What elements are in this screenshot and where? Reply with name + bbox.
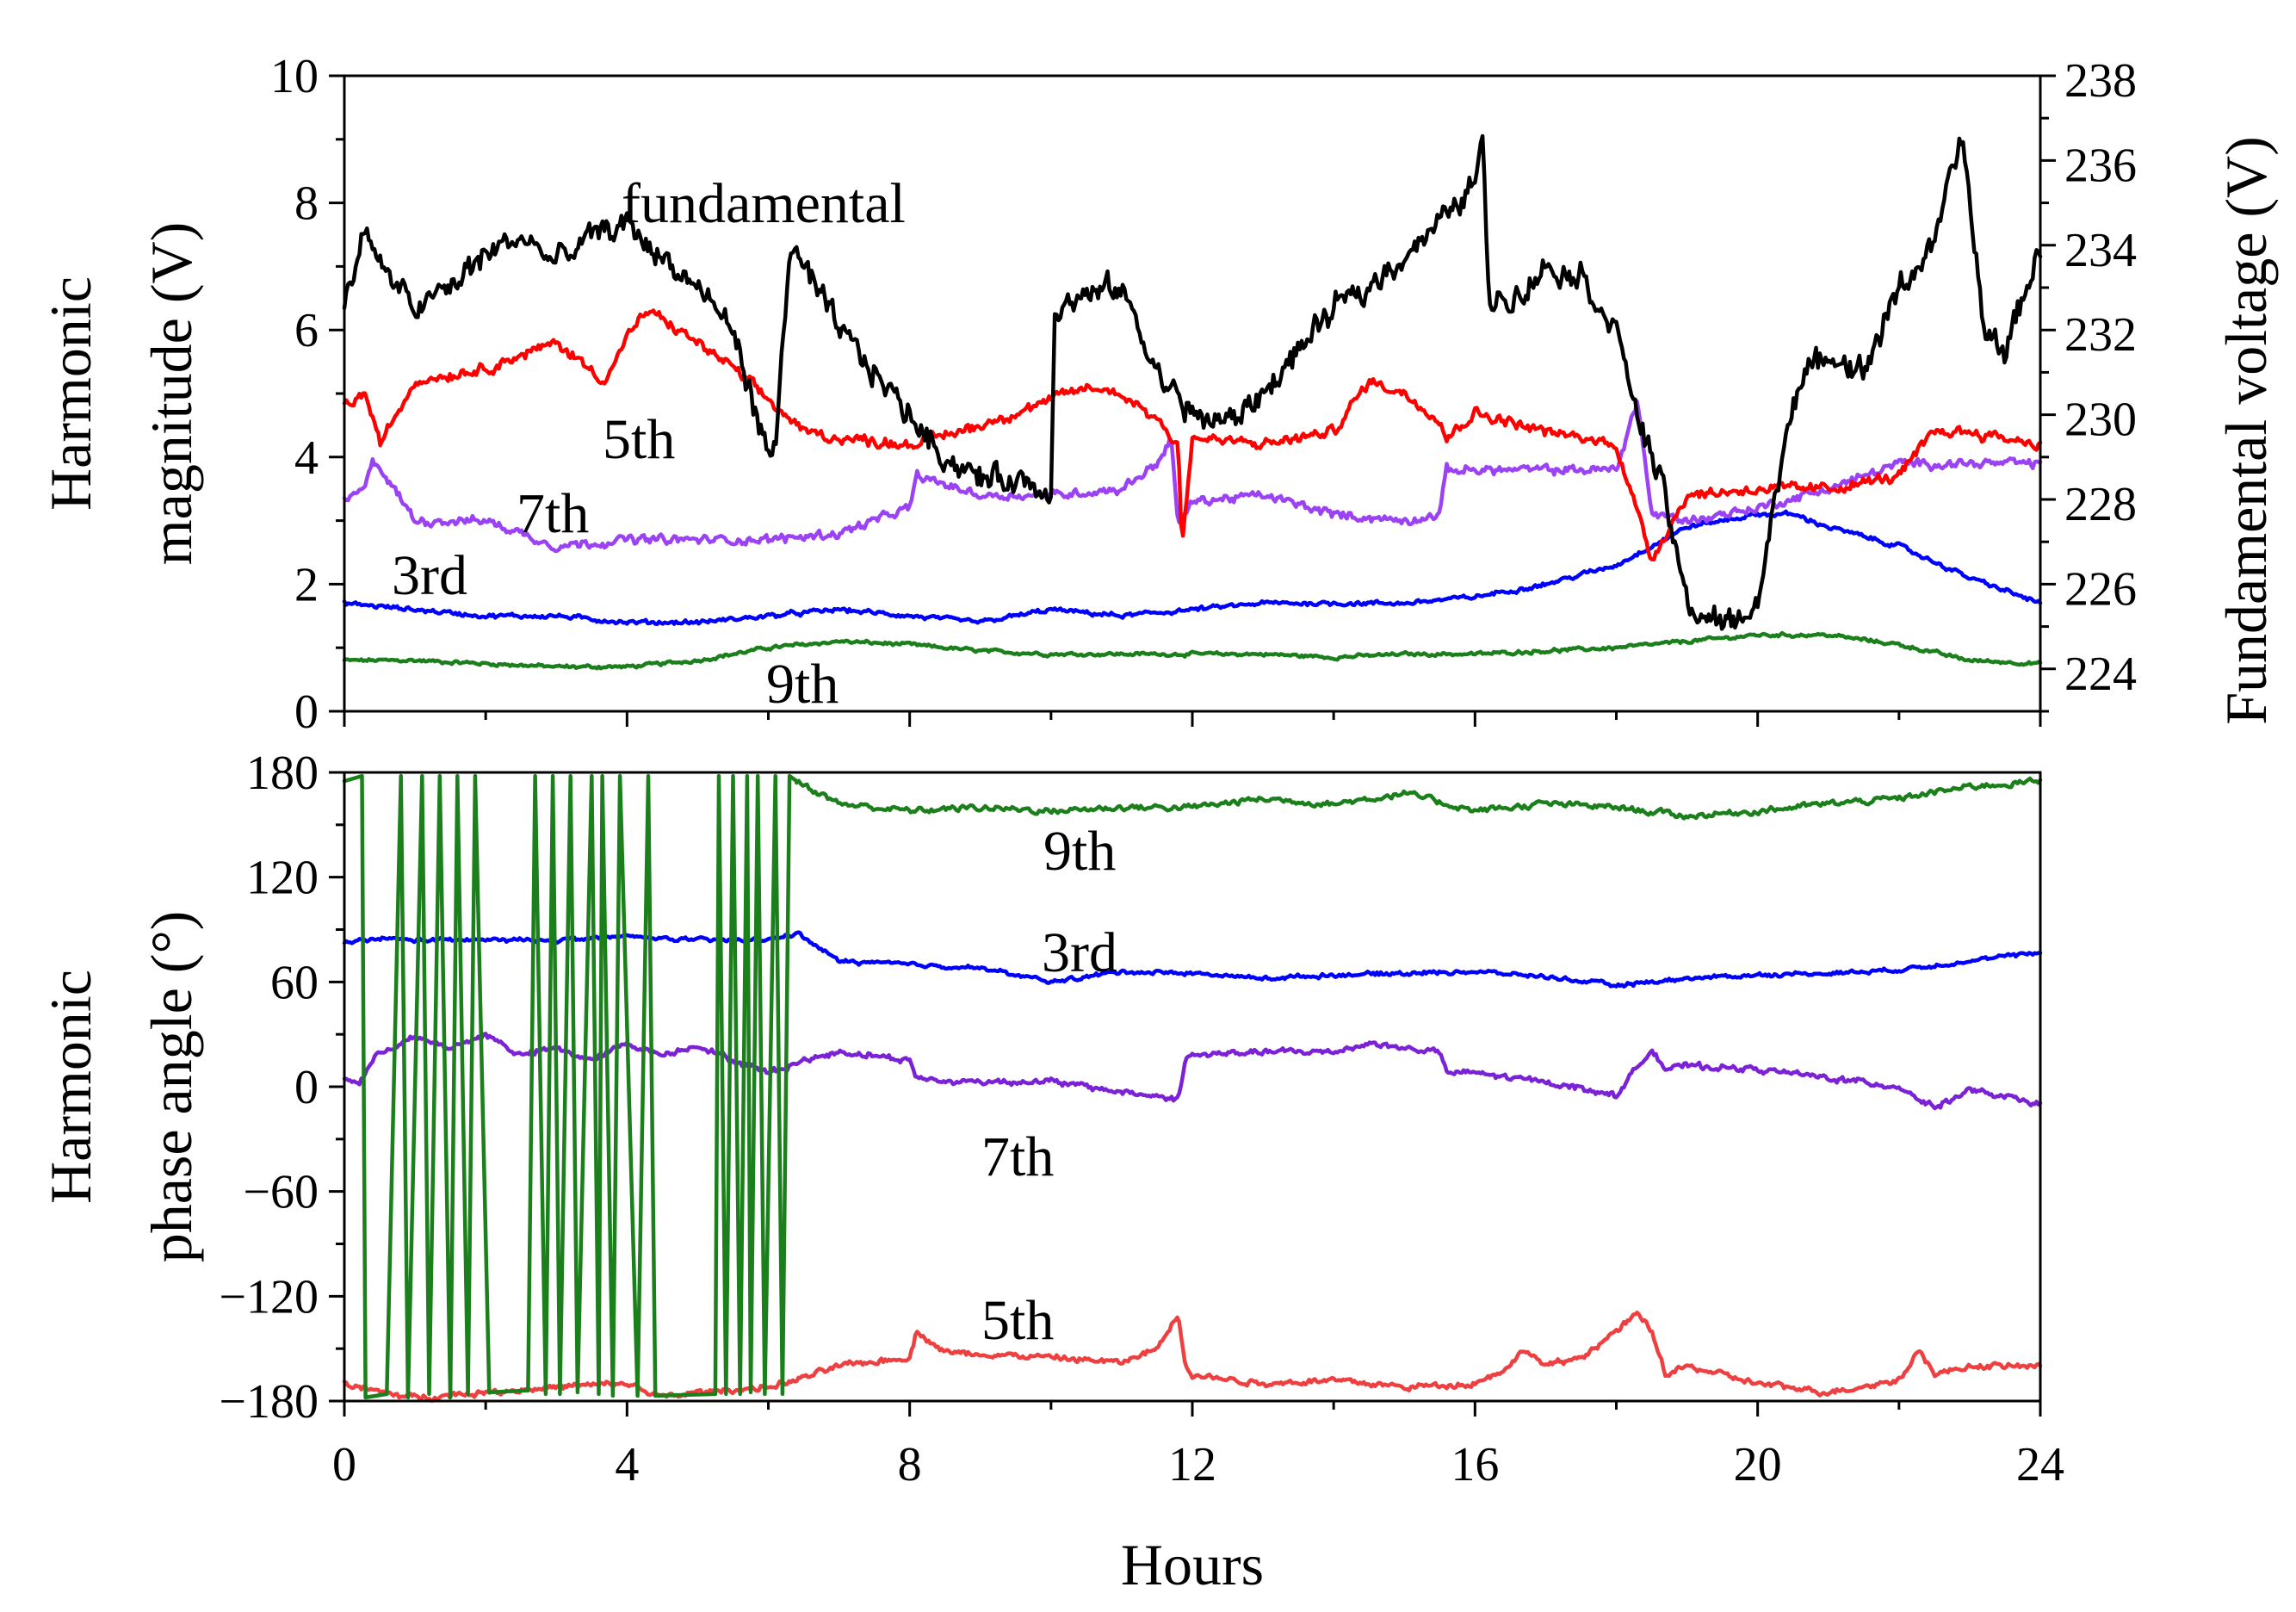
bottom-x-tick-label: 20 — [1734, 1438, 1782, 1491]
top-left-tick-label: 6 — [294, 304, 319, 357]
bottom-y-tick-label: −60 — [243, 1166, 319, 1219]
bottom-x-axis-ticks: 0 4 8 12 16 20 24 — [332, 1401, 2064, 1491]
bottom-x-axis-title: Hours — [1121, 1532, 1264, 1597]
top-left-axis-ticks: 0 2 4 6 8 10 — [270, 50, 344, 739]
top-right-tick-label: 230 — [2064, 394, 2137, 447]
bottom-panel: −180 −120 −60 0 60 120 180 0 4 8 12 16 20 24 Harmoni… — [38, 747, 2064, 1597]
bottom-panel-series — [342, 773, 2043, 1403]
top-right-tick-label: 232 — [2064, 308, 2137, 362]
bottom-x-tick-label: 0 — [332, 1438, 356, 1491]
top-x-axis-ticks — [343, 711, 2042, 727]
top-left-tick-label: 10 — [270, 50, 319, 103]
bottom-label-3rd: 3rd — [1042, 921, 1117, 984]
bottom-series-5th-line — [342, 1311, 2043, 1403]
bottom-x-tick-label: 12 — [1168, 1438, 1216, 1491]
top-right-tick-label: 224 — [2064, 648, 2137, 701]
bottom-label-9th: 9th — [1043, 820, 1116, 883]
top-series-fundamental-line — [342, 133, 2043, 631]
top-right-tick-label: 238 — [2064, 54, 2137, 108]
top-panel: 0 2 4 6 8 10 224 226 228 230 232 234 236 238 Harmoni… — [38, 50, 2279, 739]
top-right-axis-title: Fundamental voltage (V) — [2213, 136, 2279, 725]
top-left-axis-title-line2: magnitude (V) — [139, 222, 204, 565]
top-panel-series — [342, 133, 2043, 671]
bottom-series-9th-line — [342, 773, 2043, 1400]
bottom-y-tick-label: 180 — [246, 747, 319, 800]
bottom-y-tick-label: −120 — [219, 1270, 319, 1324]
top-series-9th-line — [342, 630, 2043, 671]
top-right-tick-label: 234 — [2064, 224, 2137, 277]
bottom-y-axis-ticks: −180 −120 −60 0 60 120 180 — [219, 747, 344, 1429]
top-right-axis-ticks: 224 226 228 230 232 234 236 238 — [2040, 54, 2137, 713]
bottom-y-tick-label: −180 — [219, 1375, 319, 1429]
bottom-y-tick-label: 120 — [246, 852, 319, 905]
top-series-3rd-line — [342, 509, 2043, 627]
top-left-tick-label: 4 — [294, 431, 319, 485]
top-label-3rd: 3rd — [392, 544, 467, 607]
top-right-tick-label: 228 — [2064, 478, 2137, 531]
top-label-fundamental: fundamental — [622, 172, 906, 235]
top-left-tick-label: 0 — [294, 685, 319, 739]
top-label-5th: 5th — [603, 408, 675, 471]
bottom-x-tick-label: 8 — [898, 1438, 922, 1491]
top-plot-frame — [343, 74, 2042, 713]
bottom-y-tick-label: 0 — [294, 1061, 319, 1114]
top-label-7th: 7th — [517, 482, 589, 545]
top-left-tick-label: 8 — [294, 177, 319, 231]
top-series-5th-line — [342, 308, 2043, 561]
bottom-label-5th: 5th — [981, 1289, 1054, 1352]
top-series-7th-line — [342, 400, 2043, 554]
bottom-y-axis-title-line1: Harmonic — [38, 970, 103, 1204]
bottom-label-7th: 7th — [981, 1125, 1054, 1188]
bottom-x-tick-label: 24 — [2016, 1438, 2064, 1491]
bottom-x-tick-label: 16 — [1451, 1438, 1499, 1491]
top-left-axis-title-line1: Harmonic — [38, 276, 103, 511]
bottom-x-tick-label: 4 — [615, 1438, 639, 1491]
bottom-series-3rd-line — [342, 930, 2043, 989]
top-right-tick-label: 236 — [2064, 139, 2137, 192]
top-left-tick-label: 2 — [294, 558, 319, 611]
top-label-9th: 9th — [766, 653, 839, 716]
bottom-y-axis-title-line2: phase angle (°) — [139, 911, 204, 1263]
top-right-tick-label: 226 — [2064, 562, 2137, 616]
bottom-y-tick-label: 60 — [270, 956, 319, 1009]
